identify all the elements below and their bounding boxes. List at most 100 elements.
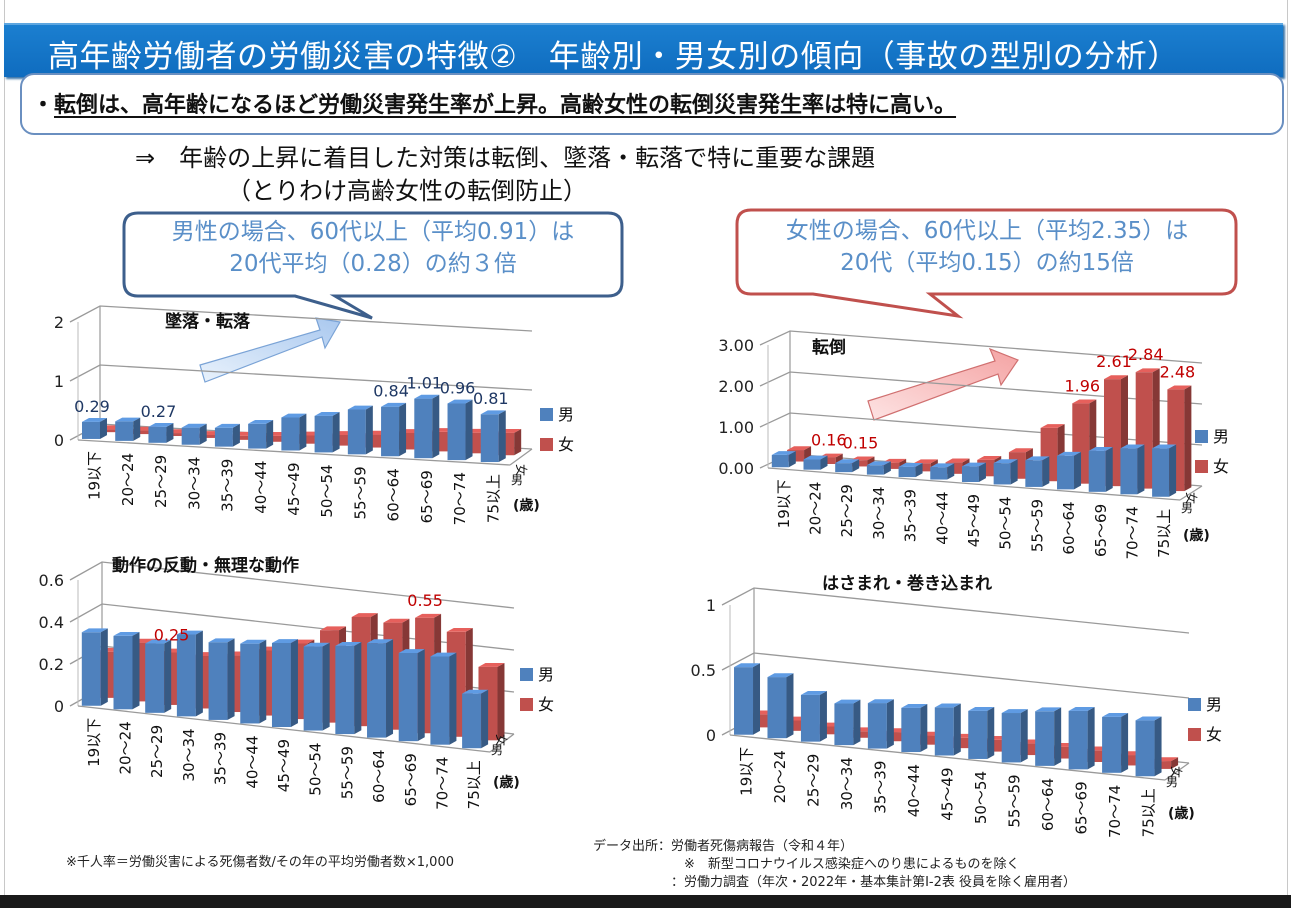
source-line-1: データ出所：労働者死傷病報告（令和４年）: [593, 839, 854, 854]
bar-male: [771, 454, 789, 468]
x-tick-label: 50～54: [997, 496, 1015, 549]
bar-male: [803, 459, 821, 470]
bar-male: [314, 415, 333, 453]
axis-unit-label: (歳): [1183, 527, 1210, 544]
male-callout-line-1: 男性の場合、60代以上（平均0.91）は: [171, 219, 575, 245]
bar-female: [951, 737, 971, 749]
bar-male-top: [303, 642, 330, 647]
bar-male-side: [132, 631, 140, 710]
depth-label-male: 男: [1166, 775, 1178, 789]
x-tick-label: 60～64: [370, 750, 388, 803]
legend-label-female: 女: [558, 435, 574, 454]
bar-male-top: [81, 418, 107, 422]
x-tick-label: 19以下: [775, 479, 793, 528]
bar-male-side: [432, 394, 440, 459]
x-tick-label: 75以上: [484, 474, 502, 523]
bar-male: [414, 398, 433, 459]
bar-male-top: [113, 631, 140, 636]
conclusion: ⇒ 年齢の上昇に着目した対策は転倒、墜落・転落で特に重要な課題 （とりわけ高齢女…: [135, 142, 875, 208]
y-tick-label: 1: [706, 596, 716, 615]
bar-male-side: [498, 410, 506, 463]
bar-female-side: [1184, 385, 1192, 492]
bar-male-top: [1088, 446, 1113, 451]
y-tick-label: 2.00: [718, 377, 754, 396]
bar-male-side: [481, 689, 489, 749]
bar-male-side: [788, 451, 796, 468]
bar-male-side: [195, 630, 203, 717]
x-tick-label: 30～34: [185, 457, 203, 510]
bar-male-top: [314, 411, 340, 416]
x-tick-label: 55～59: [338, 746, 356, 799]
bar-male: [800, 694, 820, 742]
data-source: データ出所：労働者死傷病報告（令和４年） ※ 新型コロナウイルス感染症へのり患に…: [593, 838, 1076, 892]
bar-male-top: [208, 638, 235, 643]
bar-male-side: [820, 455, 828, 470]
depth-label-female: 女: [1184, 492, 1199, 504]
bar-male: [767, 677, 787, 739]
female-callout-bubble: [735, 208, 1238, 319]
legend-swatch-female: [1188, 728, 1201, 741]
bar-male: [934, 707, 954, 756]
chart-title: 墜落・転落: [165, 311, 251, 332]
x-tick-label: 75以上: [1139, 788, 1157, 837]
bar-male-side: [1042, 456, 1050, 487]
bar-male: [81, 421, 100, 439]
male-callout-bubble: [122, 211, 624, 320]
bar-female: [784, 720, 804, 731]
bar-male: [248, 423, 267, 449]
x-tick-label: 25～29: [148, 725, 166, 778]
bar-male: [835, 463, 853, 473]
bar-male-side: [199, 423, 207, 445]
bar-male: [1068, 710, 1088, 770]
x-tick-label: 25～29: [805, 754, 823, 807]
bar-male: [968, 710, 988, 759]
x-tick-label: 70～74: [1106, 785, 1124, 838]
legend-swatch-female: [540, 438, 553, 451]
bar-female-top: [446, 627, 473, 632]
data-label: 0.84: [373, 382, 409, 401]
bar-male: [176, 634, 196, 717]
x-tick-label: 65～69: [1092, 504, 1110, 557]
bar-male-top: [430, 652, 457, 657]
data-label: 1.01: [406, 374, 442, 393]
y-tick-label: 0: [54, 697, 64, 716]
bar-female-top: [1135, 368, 1160, 373]
bar-male-top: [993, 459, 1018, 464]
bar-female-top: [478, 662, 505, 667]
bar-male-side: [332, 411, 340, 453]
x-tick-label: 65～69: [1072, 781, 1090, 834]
legend-swatch-male: [1195, 430, 1208, 443]
bottom-bar: [0, 895, 1291, 908]
bar-male-side: [227, 638, 235, 720]
bar-male: [930, 467, 948, 480]
conclusion-line-1: ⇒ 年齢の上昇に着目した対策は転倒、墜落・転落で特に重要な課題: [135, 144, 876, 172]
x-tick-label: 45～49: [275, 739, 293, 792]
bar-male: [381, 406, 400, 457]
bar-male-side: [290, 639, 298, 727]
summary-statement: 転倒は、高年齢になるほど労働災害発生率が上昇。高齢女性の転倒災害発生率は特に高い…: [54, 93, 957, 118]
bar-male-top: [176, 630, 203, 635]
depth-axis: [489, 733, 515, 753]
bar-male-side: [753, 663, 761, 735]
bar-male-top: [834, 699, 861, 704]
legend-label-male: 男: [538, 665, 554, 684]
x-tick-label: 75以上: [465, 760, 483, 809]
bar-male: [271, 643, 291, 727]
bar-male-top: [81, 628, 108, 633]
legend-swatch-male: [1188, 698, 1201, 711]
bar-male-side: [299, 413, 307, 451]
data-label: 0.25: [154, 625, 190, 644]
legend-label-female: 女: [1213, 457, 1229, 476]
summary-bullet: ・: [32, 93, 55, 118]
x-tick-label: 20～24: [771, 750, 789, 803]
x-tick-label: 30～34: [870, 487, 888, 540]
bar-male-side: [100, 628, 108, 706]
legend-label-female: 女: [1206, 725, 1222, 744]
bar-female-top: [1072, 399, 1097, 404]
data-label: 1.96: [1064, 376, 1100, 395]
bar-male-top: [767, 673, 794, 678]
bar-male-top: [1102, 713, 1129, 717]
x-tick-label: 19以下: [85, 718, 103, 767]
bar-male-side: [386, 639, 394, 738]
